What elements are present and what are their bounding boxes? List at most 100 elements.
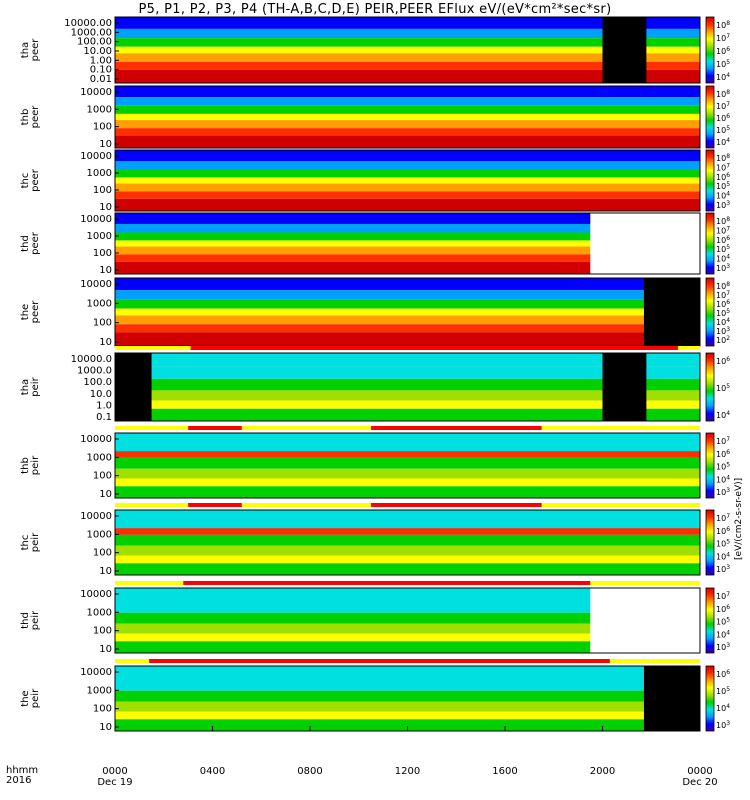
y-axis-label: thd: [20, 235, 31, 252]
y-axis-label: peer: [30, 231, 41, 255]
y-axis-label: the: [20, 304, 31, 320]
colorbar-tick-label: 106: [716, 356, 730, 366]
colorbar-tick-label: 108: [716, 89, 730, 99]
x-axis-row-label: hhmm: [6, 765, 39, 776]
colorbar-tick-label: 106: [716, 449, 730, 459]
colorbar-tick-label: 104: [716, 474, 730, 484]
heatmap-band: [115, 324, 700, 333]
y-tick-label: 1000.00: [71, 27, 112, 38]
heatmap-band: [115, 278, 700, 291]
y-tick-label: 10000: [80, 434, 112, 445]
colorbar-tick-label: 106: [716, 299, 730, 309]
heatmap-band: [115, 451, 700, 458]
heatmap-band: [115, 641, 700, 653]
colorbar-tick-label: 104: [716, 137, 730, 147]
y-tick-label: 10000: [80, 279, 112, 290]
heatmap-band: [115, 701, 700, 712]
panel-frame: [114, 352, 701, 422]
status-bar-segment: [188, 503, 242, 507]
y-axis-label: peir: [30, 532, 41, 552]
panel-the-peer: 10000 1000 100 10 the peer 1081071061051041031…: [20, 277, 730, 348]
heatmap-band: [115, 457, 700, 469]
y-tick-label: 0.01: [90, 74, 112, 85]
y-axis-label: peir: [30, 455, 41, 475]
colorbar: [705, 587, 715, 654]
y-tick-label: 1000: [87, 168, 112, 179]
y-tick-label: 10000.0: [71, 354, 112, 365]
heatmap-band: [115, 555, 700, 564]
heatmap-band: [115, 433, 700, 446]
x-tick-label: 0000: [687, 766, 712, 777]
heatmap-band: [115, 261, 700, 274]
x-tick-label: 0800: [297, 766, 322, 777]
heatmap-band: [115, 719, 700, 731]
heatmap-band: [115, 563, 700, 575]
heatmap-band: [115, 299, 700, 309]
heatmap-band: [115, 666, 700, 679]
y-tick-label: 10: [99, 722, 112, 733]
colorbar-tick-label: 102: [716, 335, 730, 345]
colorbar-tick-label: 104: [716, 254, 730, 264]
y-tick-label: 1.00: [90, 55, 112, 66]
heatmap-band: [115, 97, 700, 106]
y-axis-label: tha: [20, 379, 31, 395]
colorbar-tick-label: 106: [716, 113, 730, 123]
colorbar-tick-label: 103: [716, 263, 730, 273]
colorbar: [705, 665, 715, 732]
colorbar-tick-label: 106: [716, 669, 730, 679]
y-tick-label: 100: [93, 248, 112, 259]
heatmap-band: [115, 128, 700, 136]
colorbar: [705, 16, 715, 84]
data-gap: [590, 588, 700, 653]
colorbar: [705, 85, 715, 149]
panel-frame: [114, 16, 701, 84]
heatmap-band: [115, 408, 700, 421]
x-tick-label: 2000: [590, 766, 615, 777]
y-tick-label: 10000.00: [64, 18, 112, 29]
colorbar: [705, 432, 715, 499]
y-axis-label: the: [20, 690, 31, 706]
y-tick-label: 1000: [87, 685, 112, 696]
panel-frame: [114, 149, 701, 212]
panel-the-peir: 10000 1000 100 10 the peir 106 105 104 103: [20, 659, 730, 733]
heatmap-band: [115, 191, 700, 199]
y-tick-label: 10: [99, 265, 112, 276]
colorbar-tick-label: 107: [716, 101, 730, 111]
y-tick-label: 10: [99, 202, 112, 213]
panel-frame: [114, 85, 701, 149]
data-gap: [602, 353, 647, 421]
panel-thc-peir: 10000 1000 100 10 thc peir 107 106 105 104 103: [20, 503, 730, 577]
heatmap-band: [115, 150, 700, 161]
colorbar-tick-label: 105: [716, 383, 730, 393]
heatmap-band: [115, 246, 700, 255]
data-gap: [602, 17, 647, 83]
heatmap-band: [115, 240, 700, 247]
heatmap-band: [115, 623, 700, 634]
heatmap-band: [115, 28, 700, 39]
heatmap-band: [115, 711, 700, 720]
colorbar-tick-label: 106: [716, 46, 730, 56]
heatmap-band: [115, 468, 700, 479]
heatmap-band: [115, 105, 700, 114]
y-axis-label: peer: [30, 38, 41, 62]
colorbar-tick-label: 107: [716, 225, 730, 235]
colorbar-units-label: [eV/(cm2-s-sr-eV)]: [734, 477, 744, 560]
y-axis-label: thd: [20, 612, 31, 629]
y-axis-label: thb: [20, 109, 31, 126]
heatmap-band: [115, 160, 700, 170]
panel-thd-peir: 10000 1000 100 10 thd peir 107 106 105 104 103: [20, 581, 730, 655]
y-tick-label: 10: [99, 644, 112, 655]
colorbar-tick-label: 107: [716, 513, 730, 523]
heatmap-band: [115, 183, 700, 192]
colorbar: [705, 352, 715, 422]
y-axis-label: thc: [20, 173, 31, 189]
panel-thb-peer: 10000 1000 100 10 thb peer 108 107 106 105 104: [20, 85, 730, 150]
y-tick-label: 10.00: [83, 46, 112, 57]
x-axis-year-label: 2016: [6, 775, 32, 786]
colorbar-tick-label: 105: [716, 539, 730, 549]
